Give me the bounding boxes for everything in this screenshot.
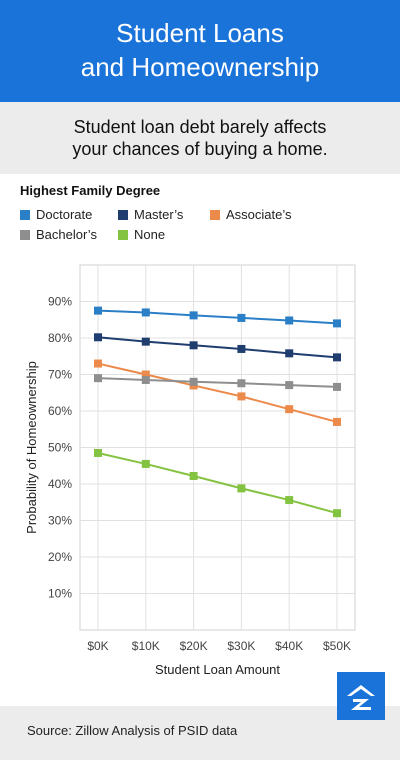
data-point-bachelors bbox=[94, 374, 102, 383]
data-point-masters bbox=[94, 333, 102, 342]
x-tick-label: $20K bbox=[180, 639, 208, 653]
data-point-doctorate bbox=[94, 306, 102, 315]
legend-item-none: None bbox=[118, 227, 165, 242]
x-tick-label: $0K bbox=[87, 639, 108, 653]
y-tick-label: 50% bbox=[48, 441, 72, 455]
y-tick-label: 70% bbox=[48, 368, 72, 382]
data-point-none bbox=[189, 471, 198, 480]
footer-band: Source: Zillow Analysis of PSID data bbox=[0, 706, 400, 760]
data-point-bachelors bbox=[285, 381, 294, 390]
legend-item-bachelors: Bachelor’s bbox=[20, 227, 97, 242]
y-tick-label: 20% bbox=[48, 550, 72, 564]
data-point-doctorate bbox=[141, 308, 150, 317]
y-tick-label: 60% bbox=[48, 404, 72, 418]
data-point-associates bbox=[333, 417, 341, 426]
series-line-associates bbox=[97, 362, 338, 423]
subtitle-band: Student loan debt barely affects your ch… bbox=[0, 102, 400, 174]
legend-item-masters: Master’s bbox=[118, 207, 183, 222]
data-point-doctorate bbox=[189, 311, 198, 320]
chart-axes: 10% 20% 30% 40% 50% 60% 70% 80% 90% $0K $10K $20K $3… bbox=[24, 295, 351, 678]
legend-swatch bbox=[20, 230, 30, 240]
data-point-none bbox=[237, 484, 246, 493]
series-line-doctorate bbox=[97, 309, 338, 325]
data-point-bachelors bbox=[141, 375, 150, 384]
legend-item-doctorate: Doctorate bbox=[20, 207, 92, 222]
y-axis-label: Probability of Homeownership bbox=[24, 361, 39, 534]
data-point-none bbox=[285, 496, 294, 505]
data-point-masters bbox=[141, 337, 150, 346]
legend-item-associates: Associate’s bbox=[210, 207, 292, 222]
subtitle-line1: Student loan debt barely affects bbox=[73, 117, 327, 137]
y-tick-label: 90% bbox=[48, 295, 72, 309]
x-axis-label: Student Loan Amount bbox=[155, 662, 280, 677]
chart-grid bbox=[79, 264, 356, 631]
legend-swatch bbox=[20, 210, 30, 220]
data-point-masters bbox=[237, 344, 246, 353]
data-point-bachelors bbox=[189, 377, 198, 386]
source-note: Source: Zillow Analysis of PSID data bbox=[27, 723, 238, 738]
data-point-none bbox=[94, 448, 102, 457]
legend-swatch bbox=[118, 230, 128, 240]
series-line-none bbox=[97, 452, 338, 515]
x-tick-label: $40K bbox=[275, 639, 303, 653]
line-chart: 10% 20% 30% 40% 50% 60% 70% 80% 90% $0K $10K $20K $3… bbox=[24, 264, 356, 678]
legend-label: Doctorate bbox=[36, 207, 93, 222]
data-point-associates bbox=[94, 359, 102, 368]
header-banner: Student Loans and Homeownership bbox=[0, 0, 400, 102]
data-point-doctorate bbox=[285, 316, 294, 325]
subtitle-line2: your chances of buying a home. bbox=[72, 139, 328, 159]
legend-label: Master’s bbox=[134, 207, 184, 222]
zillow-z-logo-icon bbox=[337, 672, 385, 720]
legend-label: None bbox=[134, 227, 166, 242]
x-tick-label: $50K bbox=[323, 639, 351, 653]
x-tick-label: $30K bbox=[227, 639, 255, 653]
data-point-associates bbox=[141, 370, 150, 379]
page-title-line1: Student Loans bbox=[116, 18, 284, 48]
y-tick-label: 30% bbox=[48, 514, 72, 528]
legend-swatch bbox=[118, 210, 128, 220]
legend-title: Highest Family Degree bbox=[20, 183, 161, 198]
chart-series bbox=[94, 306, 341, 518]
data-point-masters bbox=[333, 353, 341, 362]
legend-label: Bachelor’s bbox=[36, 227, 97, 242]
data-point-none bbox=[333, 509, 341, 518]
y-tick-label: 40% bbox=[48, 477, 72, 491]
data-point-associates bbox=[285, 405, 294, 414]
y-tick-label: 80% bbox=[48, 331, 72, 345]
data-point-bachelors bbox=[333, 382, 341, 391]
y-tick-label: 10% bbox=[48, 587, 72, 601]
series-line-bachelors bbox=[97, 377, 338, 388]
data-point-doctorate bbox=[333, 319, 341, 328]
x-tick-label: $10K bbox=[132, 639, 160, 653]
data-point-associates bbox=[237, 392, 246, 401]
data-point-doctorate bbox=[237, 313, 246, 322]
legend-swatch bbox=[210, 210, 220, 220]
data-point-masters bbox=[189, 341, 198, 350]
data-point-bachelors bbox=[237, 379, 246, 388]
data-point-masters bbox=[285, 349, 294, 358]
series-line-masters bbox=[97, 336, 338, 359]
legend-label: Associate’s bbox=[226, 207, 292, 222]
zillow-z-logo-glyph bbox=[347, 685, 375, 710]
page-title-line2: and Homeownership bbox=[80, 52, 320, 82]
data-point-none bbox=[141, 459, 150, 468]
